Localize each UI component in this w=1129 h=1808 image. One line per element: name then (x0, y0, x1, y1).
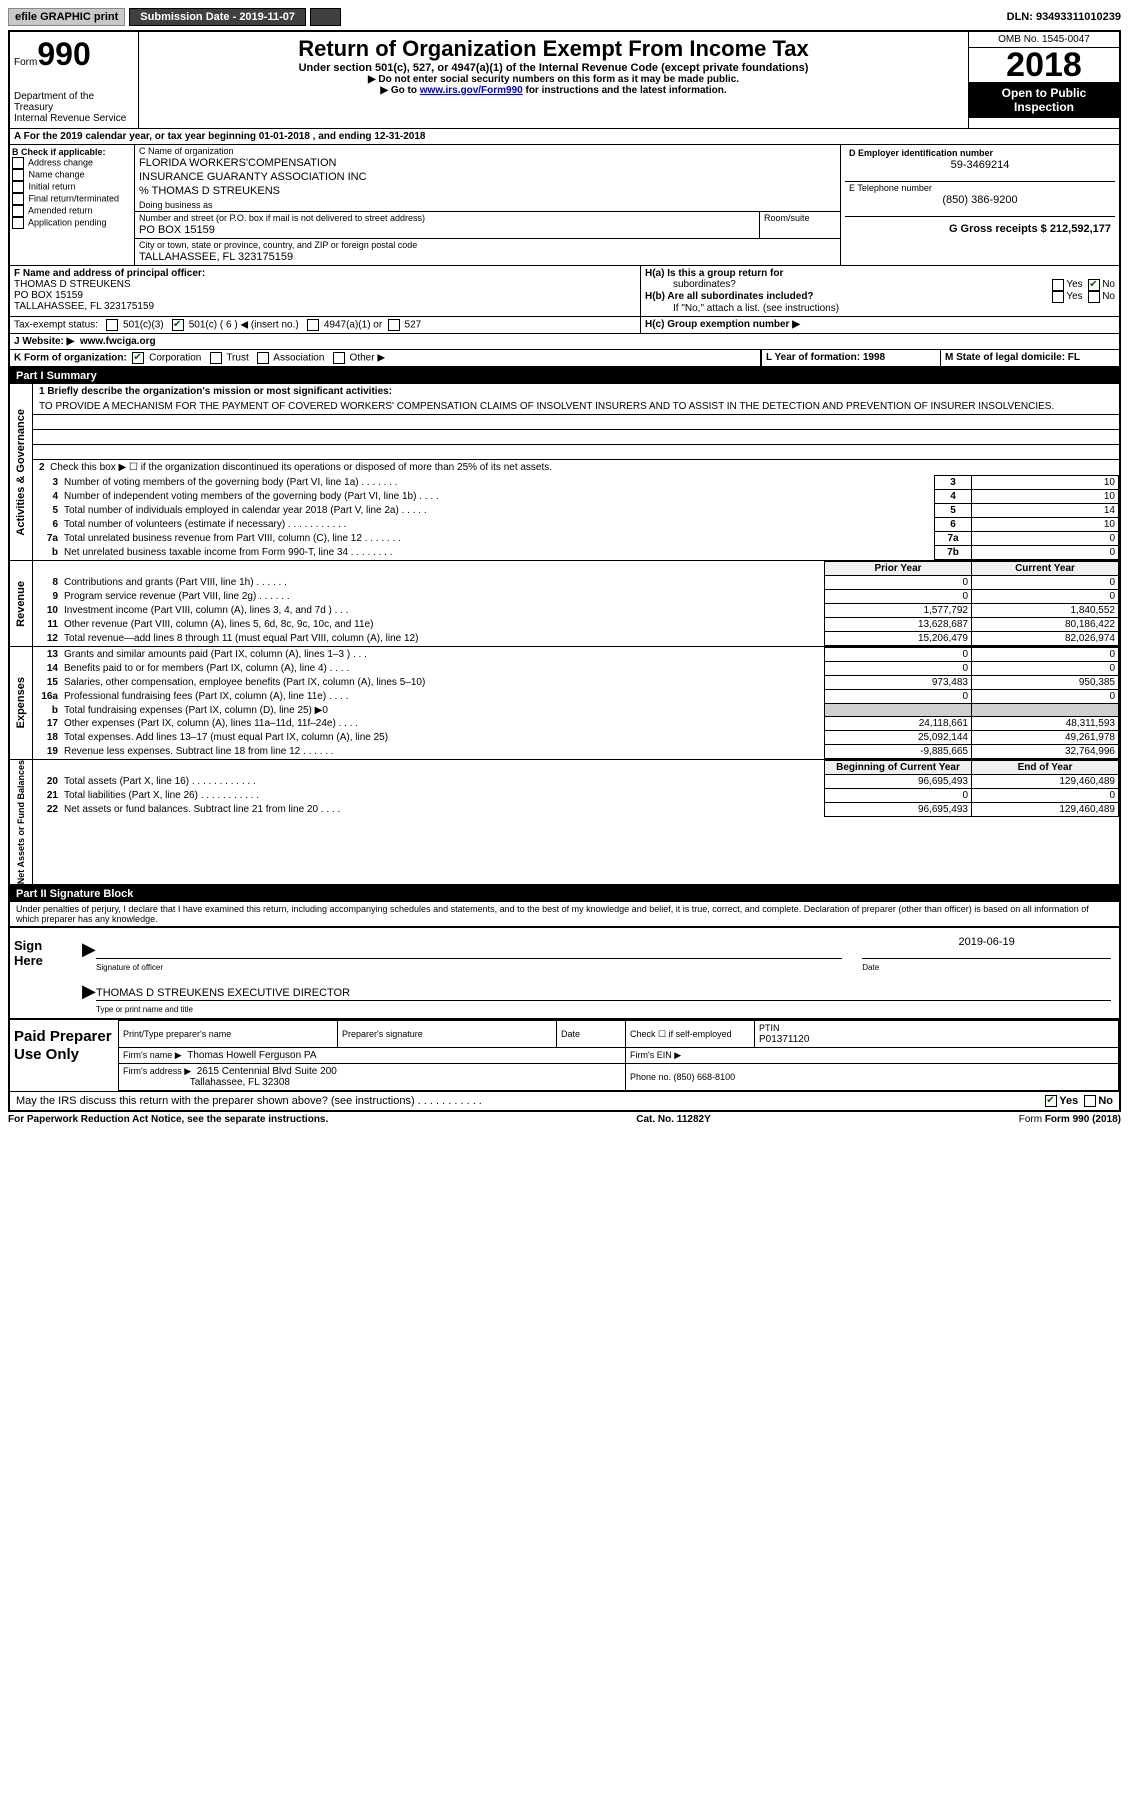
checkbox-option[interactable]: Initial return (12, 181, 132, 193)
dln-label: DLN: 93493311010239 (1007, 11, 1121, 23)
activities-governance-section: Activities & Governance 1 Briefly descri… (10, 384, 1119, 561)
blank-button[interactable] (310, 8, 341, 26)
section-klm-row: K Form of organization: Corporation Trus… (10, 350, 1119, 368)
form-subtitle-2: ▶ Do not enter social security numbers o… (147, 74, 960, 85)
section-deg: D Employer identification number 59-3469… (841, 145, 1119, 265)
page-footer: For Paperwork Reduction Act Notice, see … (8, 1112, 1121, 1125)
submission-date-button[interactable]: Submission Date - 2019-11-07 (129, 8, 306, 26)
tax-year: 2018 (969, 48, 1119, 82)
efile-print-button[interactable]: efile GRAPHIC print (8, 8, 125, 26)
dept-treasury: Department of the Treasury (14, 91, 134, 113)
part1-bar: Part I Summary (10, 368, 1119, 384)
penalty-statement: Under penalties of perjury, I declare th… (10, 902, 1119, 926)
checkbox-option[interactable]: Application pending (12, 217, 132, 229)
checkbox-option[interactable]: Amended return (12, 205, 132, 217)
expenses-section: Expenses 13Grants and similar amounts pa… (10, 647, 1119, 760)
part2-bar: Part II Signature Block (10, 886, 1119, 902)
section-b: B Check if applicable: Address change Na… (10, 145, 135, 265)
form-header: Form990 Department of the Treasury Inter… (10, 32, 1119, 129)
tax-exempt-row: Tax-exempt status: 501(c)(3) 501(c) ( 6 … (10, 317, 1119, 334)
section-c: C Name of organization FLORIDA WORKERS'C… (135, 145, 841, 265)
checkbox-option[interactable]: Address change (12, 157, 132, 169)
expenses-table: 13Grants and similar amounts paid (Part … (33, 647, 1119, 759)
form-title: Return of Organization Exempt From Incom… (147, 36, 960, 62)
open-public-badge: Open to Public Inspection (969, 82, 1119, 118)
discuss-row: May the IRS discuss this return with the… (10, 1091, 1119, 1110)
form-subtitle-3: ▶ Go to www.irs.gov/Form990 for instruct… (147, 85, 960, 96)
form-subtitle-1: Under section 501(c), 527, or 4947(a)(1)… (147, 62, 960, 74)
irs-link[interactable]: www.irs.gov/Form990 (420, 85, 523, 96)
sign-here-block: Sign Here ▶ Signature of officer 2019-06… (10, 926, 1119, 1018)
net-assets-section: Net Assets or Fund Balances Beginning of… (10, 760, 1119, 886)
section-fh-row: F Name and address of principal officer:… (10, 266, 1119, 317)
top-toolbar: efile GRAPHIC print Submission Date - 20… (8, 8, 1121, 26)
checkbox-option[interactable]: Final return/terminated (12, 193, 132, 205)
net-assets-table: Beginning of Current YearEnd of Year20To… (33, 760, 1119, 817)
checkbox-option[interactable]: Name change (12, 169, 132, 181)
section-j-row: J Website: ▶ www.fwciga.org (10, 334, 1119, 350)
ag-table: 3Number of voting members of the governi… (33, 475, 1119, 560)
irs-label: Internal Revenue Service (14, 113, 134, 124)
form-number: Form990 (14, 36, 134, 73)
revenue-section: Revenue Prior YearCurrent Year8Contribut… (10, 561, 1119, 647)
revenue-table: Prior YearCurrent Year8Contributions and… (33, 561, 1119, 646)
form-frame: Form990 Department of the Treasury Inter… (8, 30, 1121, 1112)
tax-period-line: A For the 2019 calendar year, or tax yea… (10, 129, 1119, 145)
section-bcd-row: B Check if applicable: Address change Na… (10, 145, 1119, 266)
paid-preparer-block: Paid Preparer Use Only Print/Type prepar… (10, 1018, 1119, 1091)
